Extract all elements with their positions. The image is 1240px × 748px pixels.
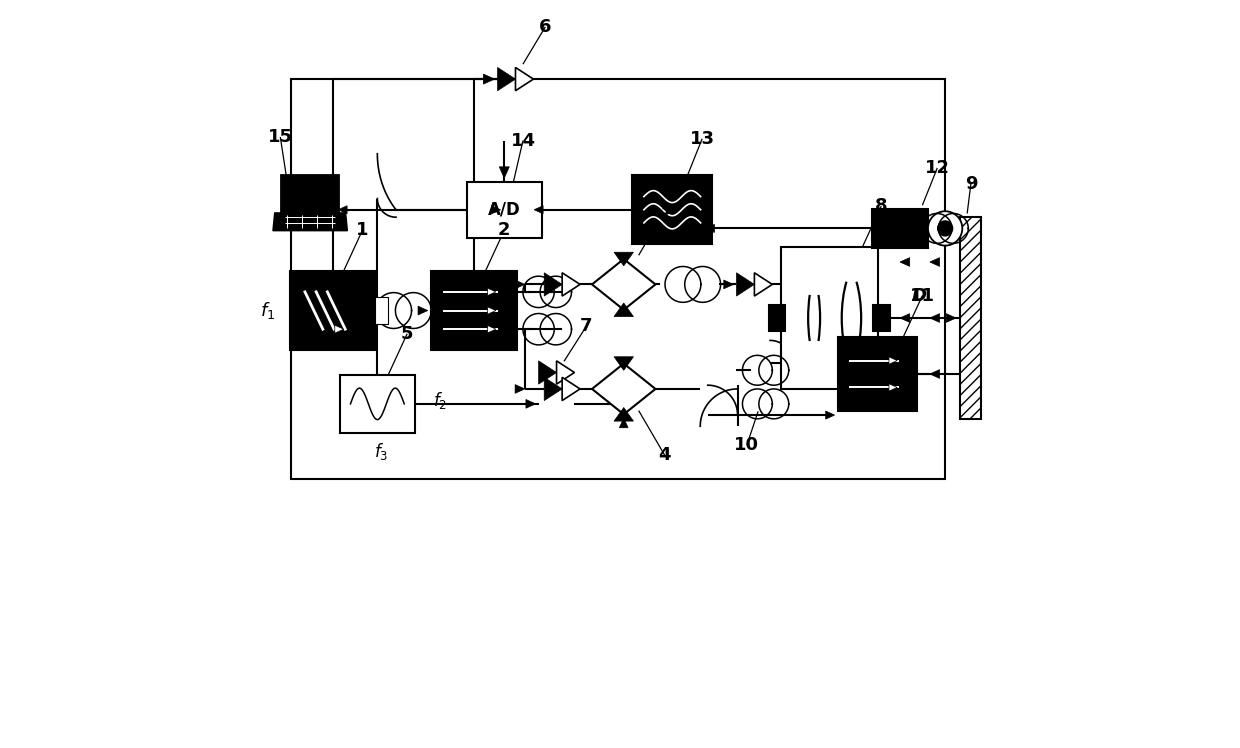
- Text: 4: 4: [658, 447, 671, 465]
- Polygon shape: [515, 280, 525, 289]
- Bar: [769, 304, 785, 331]
- Polygon shape: [614, 357, 634, 370]
- Bar: [281, 175, 340, 213]
- Bar: [838, 337, 916, 411]
- Polygon shape: [526, 399, 536, 408]
- Text: 9: 9: [965, 174, 977, 193]
- Bar: [340, 375, 414, 433]
- Polygon shape: [273, 213, 347, 230]
- Polygon shape: [562, 377, 580, 401]
- Polygon shape: [418, 306, 428, 315]
- Polygon shape: [706, 224, 714, 233]
- Text: D: D: [911, 286, 926, 304]
- Polygon shape: [562, 273, 580, 296]
- Text: $f_2$: $f_2$: [433, 390, 448, 411]
- Polygon shape: [930, 313, 940, 322]
- Polygon shape: [754, 273, 773, 296]
- Bar: [960, 217, 981, 419]
- Circle shape: [928, 211, 962, 245]
- Polygon shape: [484, 74, 495, 84]
- Polygon shape: [339, 206, 347, 214]
- Text: 10: 10: [734, 436, 759, 454]
- Polygon shape: [557, 361, 574, 384]
- Text: 11: 11: [910, 286, 935, 304]
- Polygon shape: [619, 418, 629, 428]
- Polygon shape: [900, 370, 910, 378]
- Bar: [632, 175, 712, 244]
- Polygon shape: [900, 257, 910, 266]
- Polygon shape: [724, 280, 734, 289]
- Bar: [432, 272, 517, 350]
- Polygon shape: [900, 313, 910, 322]
- Text: 2: 2: [498, 221, 511, 239]
- Polygon shape: [930, 370, 940, 378]
- Text: 3: 3: [658, 201, 671, 219]
- Polygon shape: [614, 303, 634, 316]
- Polygon shape: [591, 259, 656, 310]
- Text: 5: 5: [401, 325, 413, 343]
- Polygon shape: [491, 206, 501, 214]
- Bar: [467, 182, 542, 238]
- Polygon shape: [534, 206, 543, 214]
- Polygon shape: [826, 411, 835, 419]
- Polygon shape: [614, 252, 634, 266]
- Polygon shape: [335, 325, 343, 334]
- Text: 1: 1: [356, 221, 368, 239]
- Polygon shape: [946, 313, 956, 322]
- Bar: [637, 180, 708, 239]
- Polygon shape: [515, 384, 525, 393]
- Bar: [291, 79, 945, 479]
- Bar: [872, 209, 928, 248]
- Polygon shape: [497, 67, 516, 91]
- Text: 14: 14: [511, 132, 536, 150]
- Text: 6: 6: [539, 18, 552, 36]
- Bar: [374, 297, 388, 324]
- Circle shape: [937, 221, 952, 236]
- Text: 13: 13: [689, 130, 714, 148]
- Bar: [290, 272, 376, 350]
- Polygon shape: [544, 273, 562, 296]
- Text: $f_1$: $f_1$: [260, 300, 275, 321]
- Polygon shape: [487, 288, 496, 295]
- Text: 12: 12: [925, 159, 950, 177]
- Polygon shape: [516, 67, 533, 91]
- Text: 8: 8: [875, 197, 888, 215]
- Polygon shape: [737, 273, 754, 296]
- Polygon shape: [544, 377, 562, 401]
- Polygon shape: [487, 325, 496, 333]
- Polygon shape: [889, 384, 898, 391]
- Polygon shape: [614, 408, 634, 421]
- Polygon shape: [487, 307, 496, 314]
- Polygon shape: [500, 167, 510, 178]
- Text: 15: 15: [268, 128, 293, 146]
- Polygon shape: [538, 361, 557, 384]
- Text: A/D: A/D: [487, 200, 521, 218]
- Polygon shape: [889, 357, 898, 364]
- Polygon shape: [591, 364, 656, 414]
- Polygon shape: [930, 257, 940, 266]
- Text: $f_3$: $f_3$: [373, 441, 388, 462]
- Bar: [873, 304, 889, 331]
- Text: 7: 7: [580, 317, 593, 335]
- Bar: [780, 247, 878, 389]
